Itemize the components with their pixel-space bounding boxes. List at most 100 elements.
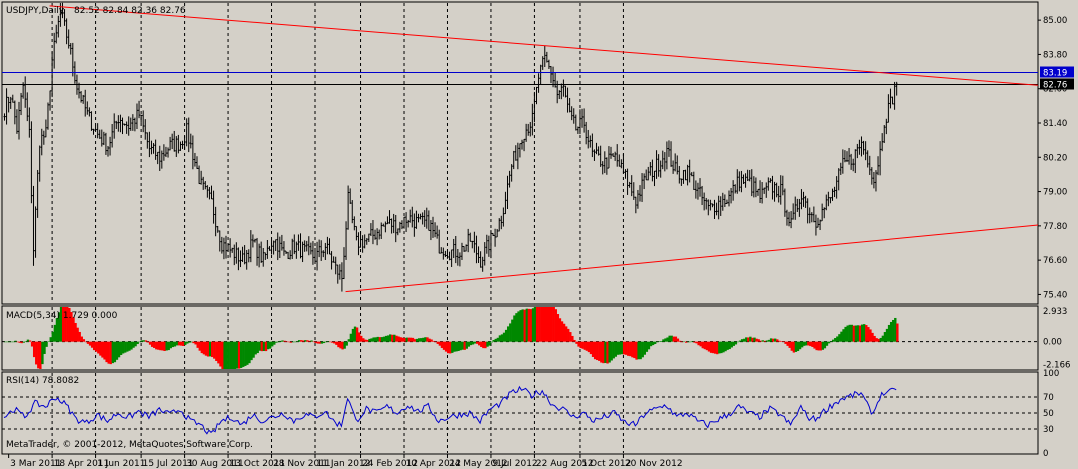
price-bar — [189, 133, 192, 149]
macd-bar — [39, 341, 42, 369]
price-bar — [111, 123, 114, 148]
price-bar — [817, 217, 820, 228]
macd-bar — [22, 341, 25, 343]
macd-bar — [444, 341, 448, 352]
price-bar — [450, 249, 453, 267]
macd-tick-label: 0.00 — [1043, 338, 1062, 348]
macd-bar — [509, 323, 512, 342]
macd-bar — [742, 338, 746, 342]
macd-bar — [163, 341, 166, 352]
macd-bar — [370, 338, 373, 342]
price-bar — [467, 228, 470, 253]
macd-bar — [291, 341, 295, 343]
copyright-text: MetaTrader, © 2001-2012, MetaQuotes Soft… — [6, 440, 253, 450]
macd-bar — [93, 341, 96, 351]
price-bar — [489, 230, 492, 259]
macd-bar — [860, 324, 864, 342]
price-bar — [421, 212, 424, 225]
price-bar — [852, 158, 855, 172]
price-bar — [84, 89, 87, 117]
macd-bar — [368, 338, 371, 342]
price-bar — [827, 191, 830, 207]
macd-bar — [618, 341, 622, 355]
macd-bar — [211, 341, 214, 358]
price-bar — [289, 250, 292, 260]
macd-bar — [101, 341, 104, 358]
price-bar — [231, 247, 234, 253]
resistance-trendline[interactable] — [49, 5, 1039, 86]
macd-bar — [560, 321, 564, 342]
support-trendline[interactable] — [345, 224, 1039, 293]
macd-bar — [500, 334, 504, 342]
macd-bar — [413, 339, 417, 342]
date-tick-label: 22 Aug 2012 — [536, 459, 594, 469]
macd-bar — [745, 337, 748, 342]
price-bar — [82, 94, 85, 104]
price-bar — [812, 206, 815, 223]
macd-bar — [794, 341, 798, 352]
price-bar — [674, 153, 677, 172]
price-bar — [245, 250, 248, 270]
price-bar — [427, 210, 430, 231]
macd-bar — [111, 341, 115, 364]
macd-bar — [469, 341, 473, 346]
price-bar — [570, 106, 573, 121]
price-bar — [384, 221, 387, 233]
price-bar — [113, 113, 116, 139]
macd-bar — [273, 341, 276, 345]
macd-bar — [867, 327, 870, 342]
macd-bar — [95, 341, 98, 352]
macd-bar — [625, 341, 628, 355]
price-bar — [496, 228, 499, 238]
price-bar — [599, 145, 602, 167]
macd-bar — [815, 341, 818, 351]
price-bar — [622, 153, 625, 174]
price-bar — [885, 118, 888, 135]
price-bar — [403, 216, 406, 229]
price-bar — [200, 170, 203, 185]
price-bar — [17, 101, 20, 140]
price-bar — [618, 154, 621, 167]
price-bar — [593, 149, 596, 161]
price-bar — [887, 94, 890, 123]
price-bar — [446, 250, 449, 259]
price-bar — [620, 159, 623, 169]
price-bar — [258, 243, 261, 268]
price-bar — [750, 169, 753, 197]
macd-bar — [600, 341, 603, 363]
macd-bar — [186, 341, 189, 344]
price-bar — [591, 133, 594, 158]
price-bar — [115, 120, 118, 130]
macd-bar — [132, 341, 135, 348]
macd-bar — [146, 341, 150, 343]
macd-bar — [252, 341, 255, 358]
price-bar — [651, 159, 654, 182]
macd-bar — [165, 341, 168, 351]
macd-bar — [380, 337, 384, 342]
macd-bar — [57, 312, 61, 342]
price-bar — [109, 136, 112, 156]
macd-bar — [297, 340, 301, 342]
price-bar — [560, 83, 563, 100]
price-bar — [202, 176, 205, 190]
macd-bar — [616, 341, 620, 355]
rsi-tick-label: 50 — [1043, 409, 1054, 419]
macd-bar — [215, 341, 218, 361]
macd-bar — [446, 341, 450, 354]
macd-bar — [248, 341, 251, 364]
macd-bar — [602, 341, 605, 364]
price-bar — [479, 251, 482, 268]
price-bar — [725, 199, 728, 204]
price-bar — [338, 264, 341, 280]
price-bar — [814, 214, 817, 236]
price-bar — [833, 186, 836, 198]
macd-bar — [41, 341, 44, 365]
price-bar — [268, 246, 271, 251]
macd-bar — [598, 341, 601, 361]
macd-bar — [333, 341, 336, 344]
price-bar — [229, 238, 232, 258]
macd-bar — [542, 307, 545, 342]
macd-bar — [74, 322, 77, 342]
price-tick-label: 75.40 — [1043, 290, 1067, 300]
